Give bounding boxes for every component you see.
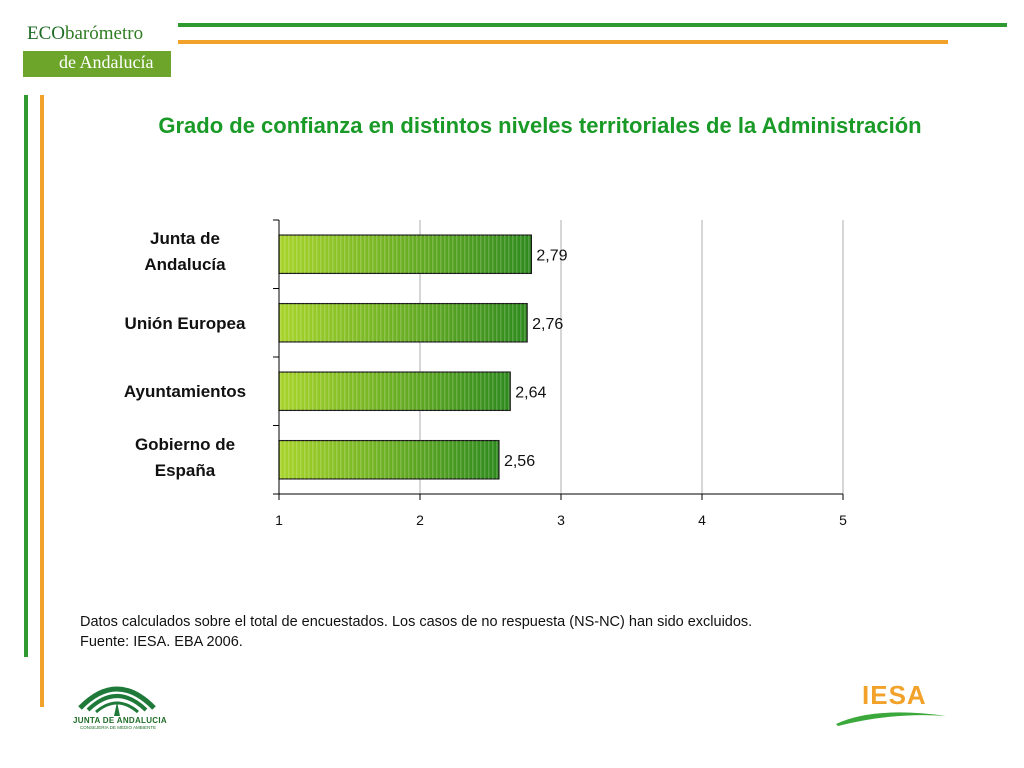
- value-label: 2,79: [536, 247, 567, 264]
- x-tick-label: 2: [416, 512, 424, 528]
- side-green-line: [24, 95, 28, 657]
- category-label-line: Andalucía: [144, 255, 226, 275]
- category-label: Gobierno de España: [100, 432, 270, 484]
- header-green-line: [178, 23, 1007, 27]
- junta-logo-subtext: CONSEJERIA DE MEDIO AMBIENTE: [79, 725, 156, 730]
- category-label: Ayuntamientos: [100, 379, 270, 405]
- chart-title: Grado de confianza en distintos niveles …: [158, 113, 922, 138]
- category-label-line: España: [154, 460, 216, 480]
- x-tick-label: 4: [698, 512, 706, 528]
- category-label-line: Ayuntamientos: [123, 382, 247, 402]
- footer-source-text: Fuente: IESA. EBA 2006.: [80, 634, 243, 650]
- logo-barometro: barómetro: [65, 23, 144, 44]
- bar-chart: 1 2 3 4 5 2,79 2,76 2,64 2,56: [273, 219, 847, 528]
- category-label: Unión Europea: [100, 311, 270, 337]
- bar-texture: [279, 372, 511, 411]
- category-label: Junta de Andalucía: [100, 226, 270, 278]
- junta-andalucia-logo: [78, 686, 156, 716]
- logo-andalucia: de Andalucía: [59, 52, 154, 72]
- footer-note-text: Datos calculados sobre el total de encue…: [80, 614, 753, 630]
- value-label: 2,76: [532, 316, 563, 333]
- category-label-line: Gobierno de: [134, 434, 236, 454]
- bar-texture: [279, 303, 528, 342]
- value-labels: 2,79 2,76 2,64 2,56: [504, 247, 568, 470]
- header-orange-line: [178, 40, 948, 44]
- bar-texture: [279, 235, 532, 274]
- bars: [278, 234, 532, 480]
- logo-eco: ECO: [27, 23, 65, 44]
- axes: 1 2 3 4 5: [273, 219, 847, 528]
- category-label-line: Unión Europea: [124, 313, 246, 333]
- category-label-line: Junta de: [150, 229, 220, 249]
- ecobarometro-logo: ECObarómetro de Andalucía: [23, 20, 171, 77]
- iesa-logo: IESA: [862, 680, 927, 710]
- footer-note: Datos calculados sobre el total de encue…: [80, 612, 752, 652]
- x-tick-label: 1: [275, 512, 283, 528]
- iesa-swoosh-icon: [836, 712, 946, 726]
- value-label: 2,56: [504, 453, 535, 470]
- x-tick-label: 3: [557, 512, 565, 528]
- x-tick-label: 5: [839, 512, 847, 528]
- side-orange-line: [40, 95, 44, 707]
- value-label: 2,64: [515, 384, 546, 401]
- bar-texture: [279, 440, 499, 479]
- junta-logo-text: JUNTA DE ANDALUCIA: [73, 716, 167, 725]
